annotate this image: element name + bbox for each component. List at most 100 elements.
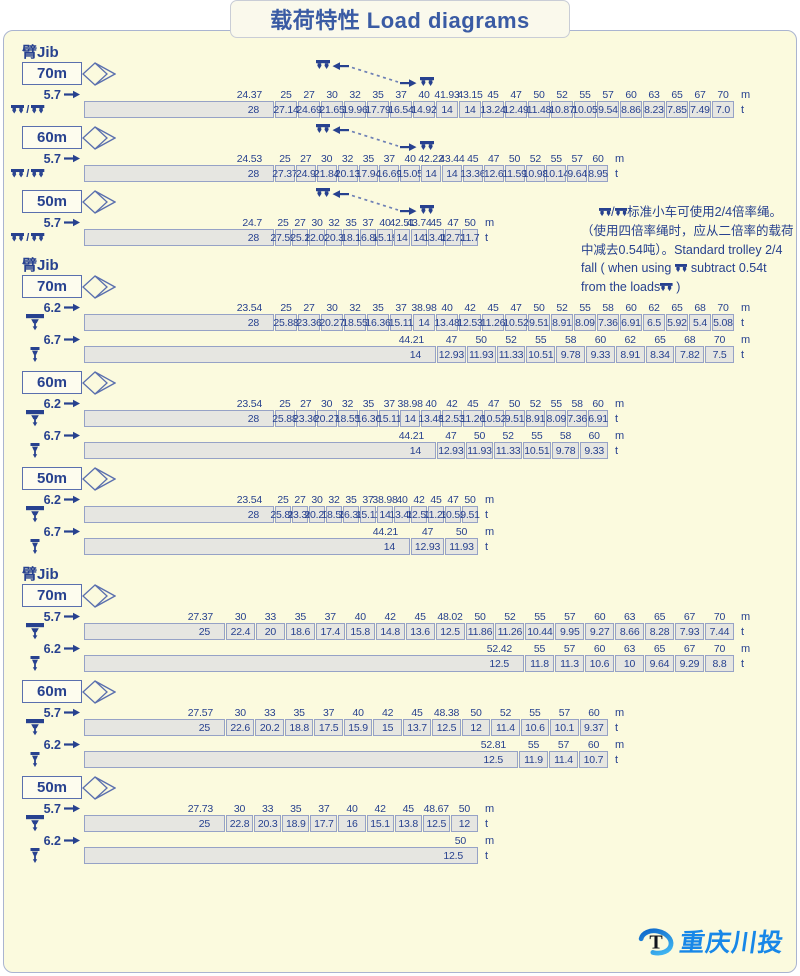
load-cell: 18.8 [284,719,314,736]
jib-box-row: 50m [22,775,796,800]
trolley-icon [660,283,673,292]
arrow-right-icon [64,740,80,749]
load-row: 25 22.8 20.3 18.9 17.7 16 15.1 13.8 12.5 12 t [4,815,796,832]
arrow-right-icon [64,740,80,749]
radius-cell: 32 [328,216,340,229]
trolley-icon [614,208,628,217]
radius-cell: 37 [324,610,336,623]
jib-lattice-icon [82,466,116,491]
radius-cell: 42 [384,610,396,623]
radius-cell: 50 [454,834,466,847]
radius-cells: 27.37 30 33 35 37 40 42 45 48.02 50 52 55 57 60 63 65 67… [84,610,734,623]
load-cell: 13.36 [460,165,486,182]
radius-cell: 40 [354,610,366,623]
radius-cell: 27 [300,397,312,410]
load-cell: 28 [84,101,274,118]
load-cell: 11.93 [466,346,496,363]
trolley-min-radius: 6.2 [43,641,61,656]
load-cell: 11.48 [527,101,551,118]
radius-cell: 35 [290,802,302,815]
trolley-travel-icon [316,188,434,215]
trolley-2fall-icon [26,506,44,523]
radius-row: 6.2 23.54 25 27 30 32 35 37 38.98 40 42 45 47 50 52 55 5… [4,301,796,315]
load-cell: 9.29 [675,655,704,672]
radius-cell: 50 [455,525,468,538]
load-cell: 15.11 [356,506,380,523]
load-cell: 20.27 [319,314,345,331]
load-cell: 14 [400,410,421,427]
hook-4fall-icon [29,847,41,864]
unit-tons: t [741,348,745,361]
load-cell: 7.82 [675,346,705,363]
slash: / [26,167,30,180]
radius-cell: 44.21 [398,333,424,346]
trolley-icon [11,232,25,242]
load-cell: 12.93 [411,538,444,555]
arrow-right-icon [64,612,80,621]
radius-cell: 60 [588,429,600,442]
note-text: ) [672,280,681,294]
radius-cell: 60 [594,610,606,623]
arrow-right-icon [64,399,80,408]
load-row: 12.5 t [4,847,796,864]
radius-cell: 30 [326,301,338,314]
radius-cell: 48.67 [423,802,449,815]
unit-tons: t [741,316,745,329]
logo-swoosh-icon: T [638,928,674,956]
load-cell: 28 [84,506,274,523]
load-cells: 12.5 11.9 11.4 10.7 [84,751,608,768]
load-cells: 12.5 [84,847,478,864]
radius-row: 6.7 44.21 47 50 52 55 58 60 62 65 68 70 m [4,333,796,347]
load-cell: 28 [84,165,274,182]
load-cell: 13.48 [418,410,444,427]
radius-cell: 65 [671,301,683,314]
load-cell: 14 [84,442,436,459]
radius-cells: 23.54 25 27 30 32 35 37 38.98 40 42 45 47 50 52 55 58 60… [84,301,734,314]
load-cell: 8.23 [643,101,665,118]
row-icon-gutter [4,719,84,736]
load-cell: 9.51 [528,314,550,331]
radius-cell: 44.21 [398,429,424,442]
jib-box-row: 60m [22,125,796,150]
radius-cell: 25 [277,493,289,506]
jib-box-row: 70m [22,61,796,86]
load-cell: 23.36 [296,314,322,331]
load-cell: 13.48 [434,314,460,331]
row-start: 5.7 [4,802,84,816]
unit-meters: m [615,397,625,410]
load-cell: 11.33 [494,442,523,459]
load-cell: 14 [377,506,393,523]
unit-tons: t [615,412,619,425]
load-cell: 16.36 [356,410,381,427]
radius-cell: 68 [684,333,696,346]
jib-box-row: 70m [22,274,796,299]
load-cells: 28 25.88 23.36 20.27 18.55 16.36 15.11 14 13.48 1… [84,506,480,523]
page-title: 载荷特性 Load diagrams [230,0,570,38]
trolley-pair-icon: / [11,168,45,180]
radius-cells: 44.21 47 50 52 55 58 60 [84,429,608,442]
radius-cell: 62 [648,301,660,314]
note-text: 标准小车可使用2/4倍率绳。（使用四倍率绳时，应从二倍率的载荷中减去0.54吨）… [581,205,794,276]
load-cells: 25 22.4 20 18.6 17.4 15.8 14.8 13.6 12.5 11.86 11.… [84,623,734,640]
load-cell: 8.09 [546,410,566,427]
load-cell: 28 [84,229,274,246]
load-cell: 6.91 [588,410,608,427]
radius-cell: 67 [683,610,696,623]
trolley-icon [614,208,628,217]
radius-cell: 44.21 [372,525,398,538]
radius-cell: 27 [294,493,306,506]
radius-cell: 30 [234,610,247,623]
trolley-2fall-icon [26,719,44,736]
radius-cell: 23.54 [236,397,262,410]
trolley-min-radius: 5.7 [43,215,61,230]
trolley-min-radius: 6.2 [43,492,61,507]
radius-cell: 50 [533,88,545,101]
radius-cell: 35 [293,706,305,719]
radius-cells: 23.54 25 27 30 32 35 37 38.98 40 42 45 47 50 52 55 58 60 [84,397,608,410]
radius-cell: 38.98 [397,397,423,410]
radius-cell: 24.53 [236,152,262,165]
radius-cell: 57 [558,706,571,719]
arrow-right-icon [64,527,80,536]
radius-cell: 40 [418,88,430,101]
load-cell: 11.86 [465,623,495,640]
